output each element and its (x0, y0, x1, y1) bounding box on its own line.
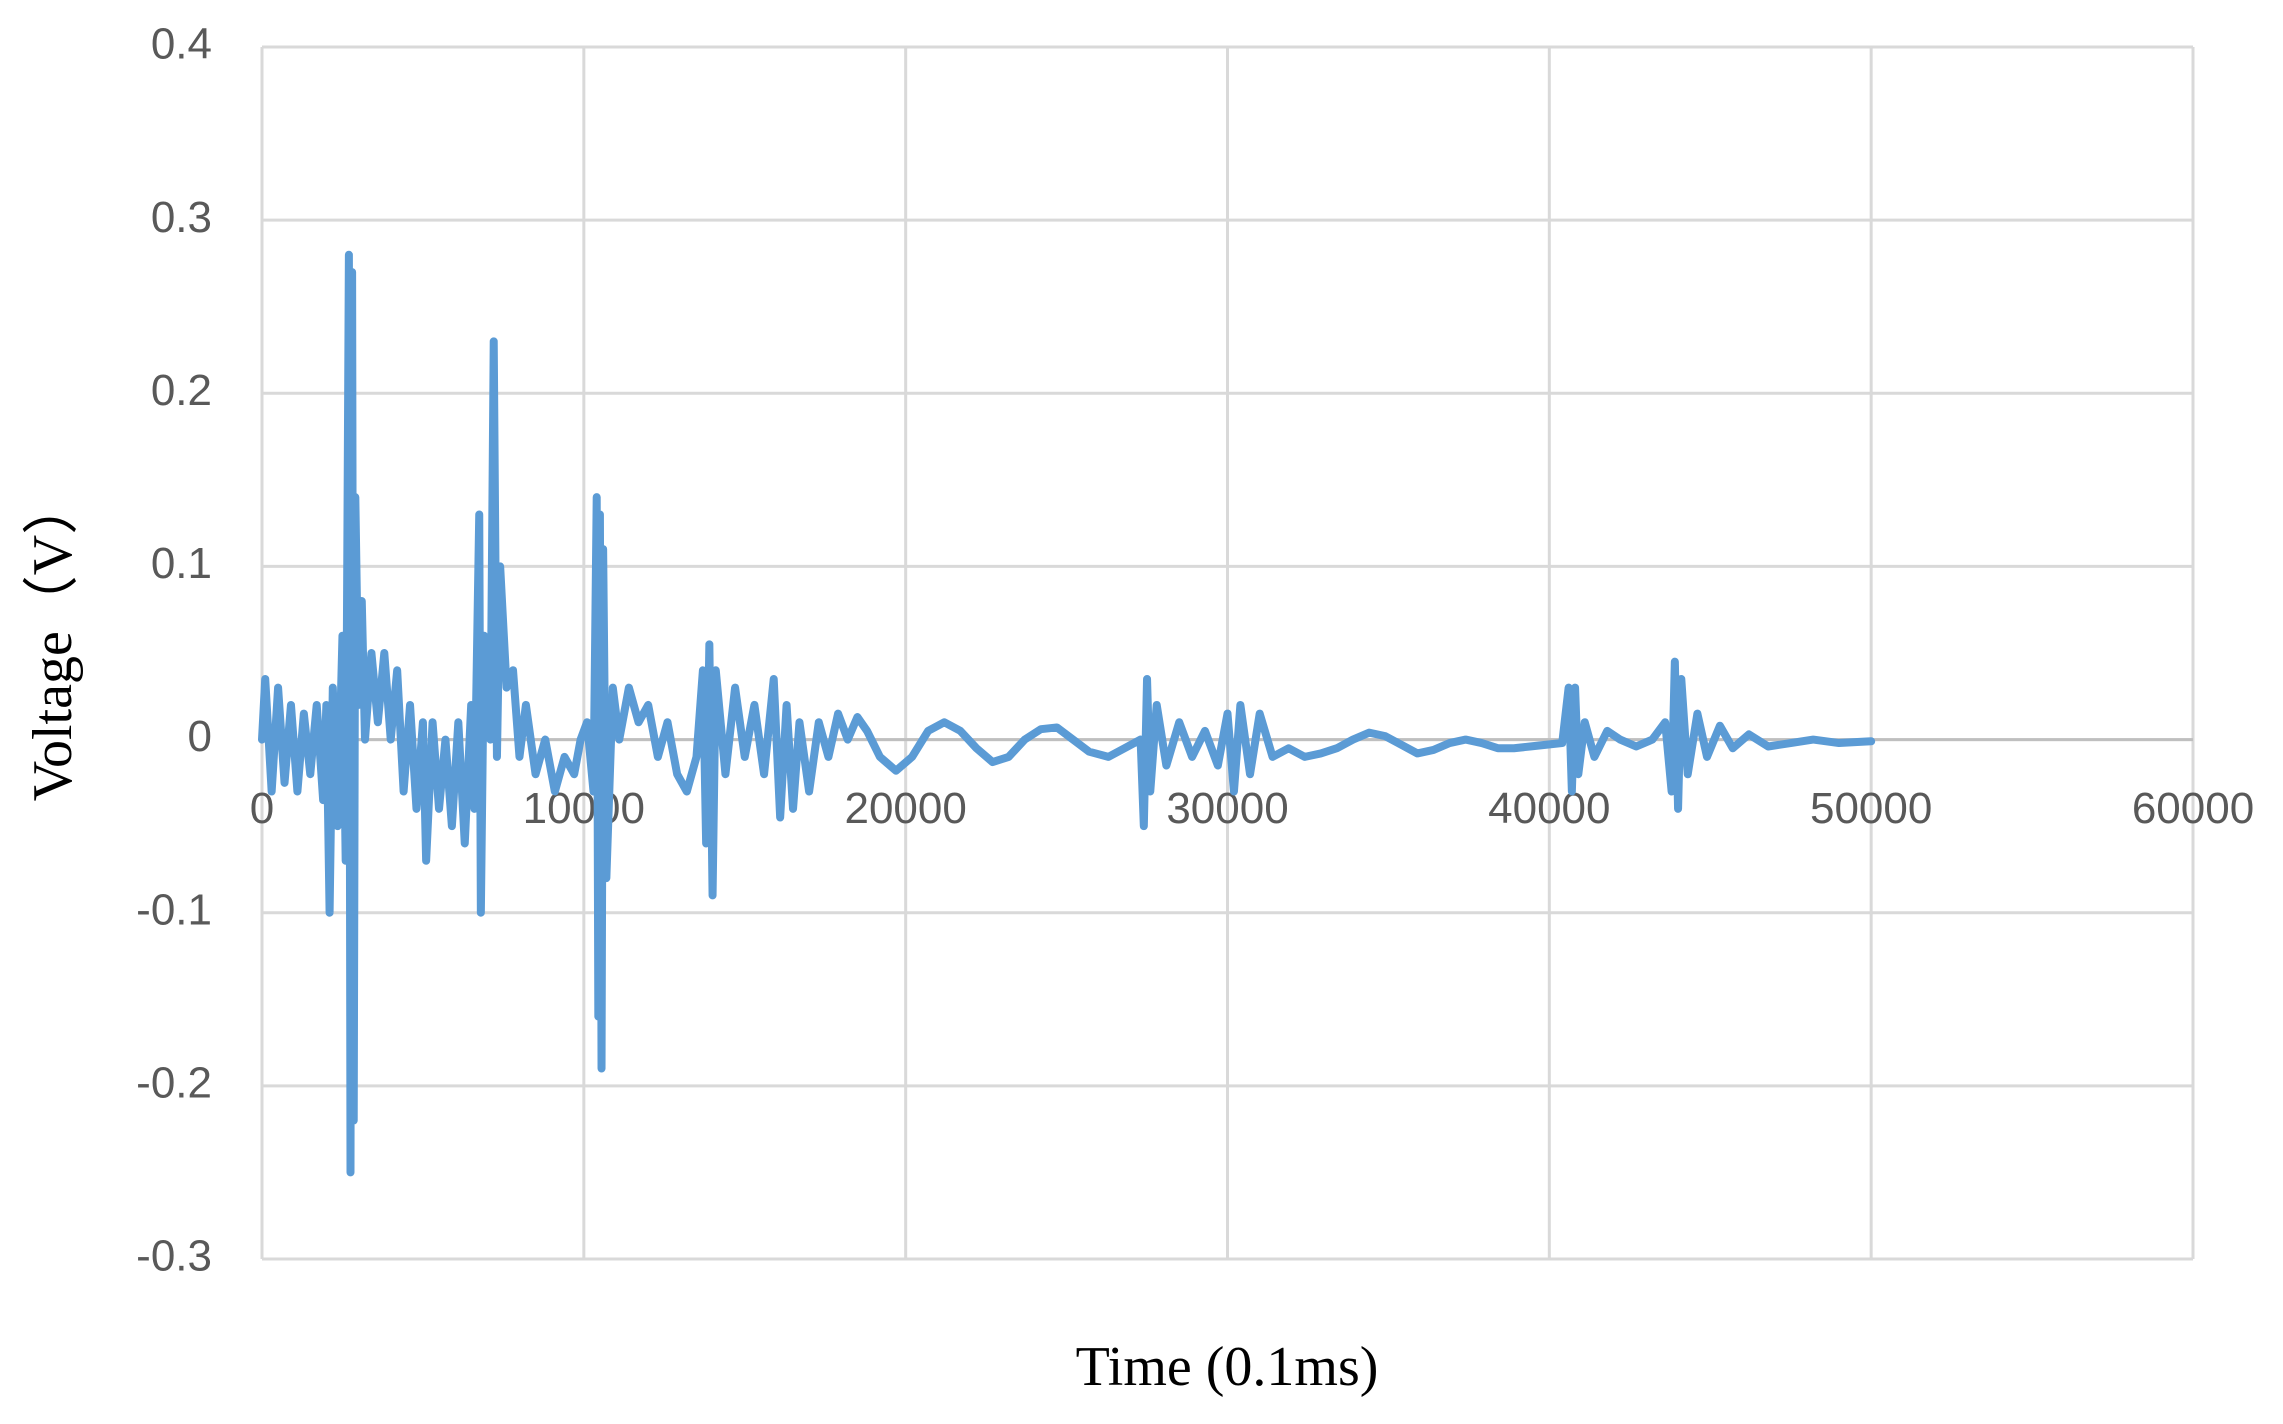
y-axis-title: Voltage（V） (22, 479, 84, 802)
data-line (258, 250, 1876, 1177)
y-tick-label: 0 (188, 712, 212, 761)
y-tick-label: 0.2 (151, 366, 212, 415)
y-tick-label: -0.2 (136, 1058, 212, 1107)
x-tick-label: 30000 (1166, 784, 1288, 833)
x-tick-label: 20000 (844, 784, 966, 833)
x-tick-label: 60000 (2132, 784, 2254, 833)
y-tick-label: 0.4 (151, 20, 212, 69)
y-tick-label: -0.1 (136, 885, 212, 934)
y-tick-label: -0.3 (136, 1232, 212, 1281)
x-tick-label: 50000 (1810, 784, 1932, 833)
x-tick-label: 10000 (523, 784, 645, 833)
y-tick-label: 0.3 (151, 193, 212, 242)
y-tick-label: 0.1 (151, 539, 212, 588)
x-axis-title: Time (0.1ms) (1076, 1336, 1379, 1398)
x-tick-label: 40000 (1488, 784, 1610, 833)
